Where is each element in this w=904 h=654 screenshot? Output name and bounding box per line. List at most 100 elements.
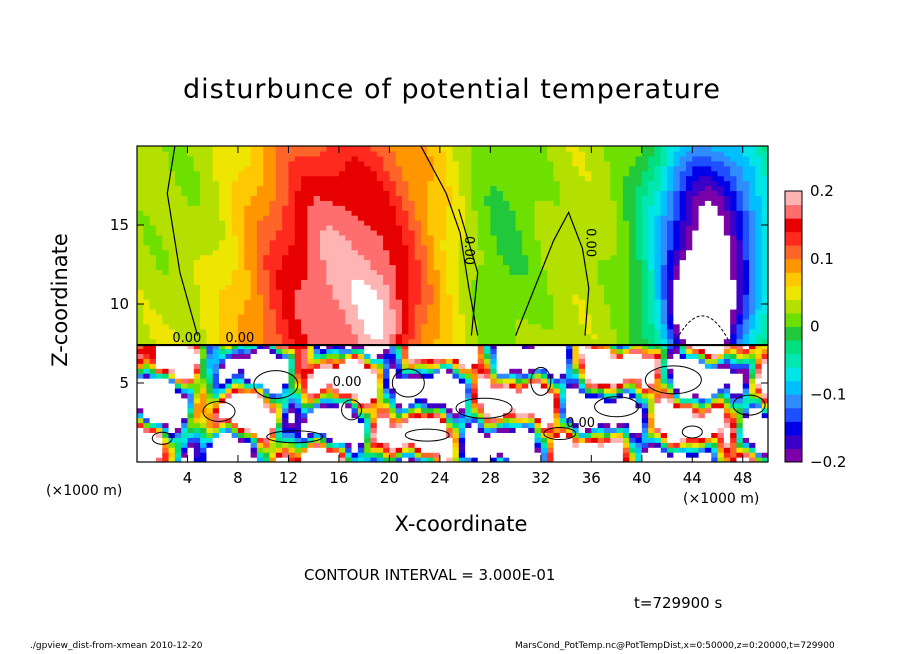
heatmap-cell bbox=[742, 368, 750, 374]
heatmap-cell bbox=[181, 239, 189, 246]
heatmap-cell bbox=[402, 269, 409, 275]
heatmap-cell bbox=[723, 220, 731, 226]
heatmap-cell bbox=[629, 323, 637, 330]
heatmap-cell bbox=[692, 358, 700, 364]
heatmap-cell bbox=[395, 274, 403, 280]
heatmap-cell bbox=[231, 254, 239, 261]
heatmap-cell bbox=[408, 318, 416, 325]
heatmap-cell bbox=[446, 225, 454, 231]
heatmap-cell bbox=[446, 407, 454, 414]
heatmap-cell bbox=[717, 284, 725, 290]
heatmap-cell bbox=[383, 318, 390, 325]
heatmap-cell bbox=[269, 378, 277, 384]
heatmap-cell bbox=[704, 387, 712, 394]
heatmap-cell bbox=[326, 383, 334, 389]
heatmap-cell bbox=[275, 239, 283, 246]
heatmap-cell bbox=[395, 333, 403, 340]
heatmap-cell bbox=[597, 215, 605, 221]
heatmap-cell bbox=[635, 378, 643, 384]
heatmap-cell bbox=[616, 368, 624, 374]
heatmap-cell bbox=[685, 304, 693, 310]
heatmap-cell bbox=[502, 407, 510, 414]
heatmap-cell bbox=[496, 289, 504, 295]
heatmap-cell bbox=[755, 284, 763, 290]
heatmap-cell bbox=[364, 358, 372, 364]
heatmap-cell bbox=[698, 407, 706, 414]
heatmap-cell bbox=[452, 378, 460, 384]
heatmap-cell bbox=[446, 392, 454, 399]
heatmap-cell bbox=[698, 323, 706, 330]
heatmap-cell bbox=[200, 427, 208, 433]
heatmap-cell bbox=[484, 383, 491, 389]
heatmap-cell bbox=[667, 412, 674, 419]
heatmap-cell bbox=[484, 239, 491, 246]
heatmap-cell bbox=[370, 432, 378, 438]
heatmap-cell bbox=[357, 417, 365, 424]
heatmap-cell bbox=[414, 442, 422, 448]
heatmap-cell bbox=[673, 215, 681, 221]
heatmap-cell bbox=[458, 333, 466, 340]
heatmap-cell bbox=[591, 239, 599, 246]
heatmap-cell bbox=[294, 225, 302, 231]
heatmap-cell bbox=[597, 338, 605, 345]
heatmap-cell bbox=[332, 225, 340, 231]
heatmap-cell bbox=[502, 378, 510, 384]
heatmap-cell bbox=[402, 220, 409, 226]
heatmap-cell bbox=[225, 304, 233, 310]
heatmap-cell bbox=[231, 378, 239, 384]
heatmap-cell bbox=[641, 269, 649, 275]
heatmap-cell bbox=[162, 304, 170, 310]
heatmap-cell bbox=[648, 274, 656, 280]
heatmap-cell bbox=[515, 397, 523, 404]
heatmap-cell bbox=[578, 343, 586, 350]
heatmap-cell bbox=[143, 308, 151, 315]
heatmap-cell bbox=[237, 378, 245, 384]
heatmap-cell bbox=[629, 427, 637, 433]
heatmap-cell bbox=[155, 304, 163, 310]
heatmap-cell bbox=[345, 427, 353, 433]
heatmap-cell bbox=[591, 338, 599, 345]
heatmap-cell bbox=[427, 284, 435, 290]
heatmap-cell bbox=[439, 387, 447, 394]
heatmap-cell bbox=[641, 259, 649, 266]
heatmap-cell bbox=[521, 432, 529, 438]
heatmap-cell bbox=[187, 229, 195, 236]
heatmap-cell bbox=[761, 378, 768, 384]
heatmap-cell bbox=[673, 259, 681, 266]
heatmap-cell bbox=[553, 259, 561, 266]
heatmap-cell bbox=[597, 274, 605, 280]
heatmap-cell bbox=[187, 338, 195, 345]
heatmap-cell bbox=[572, 333, 580, 340]
heatmap-cell bbox=[231, 323, 239, 330]
heatmap-cell bbox=[162, 368, 170, 374]
heatmap-cell bbox=[736, 244, 744, 251]
heatmap-cell bbox=[704, 299, 712, 305]
heatmap-cell bbox=[389, 417, 397, 424]
heatmap-cell bbox=[667, 225, 674, 231]
heatmap-cell bbox=[534, 284, 542, 290]
heatmap-cell bbox=[515, 318, 523, 325]
heatmap-cell bbox=[730, 264, 738, 271]
heatmap-cell bbox=[484, 368, 491, 374]
heatmap-cell bbox=[572, 294, 580, 300]
heatmap-cell bbox=[540, 343, 548, 350]
heatmap-cell bbox=[673, 417, 681, 424]
heatmap-cell bbox=[225, 259, 233, 266]
heatmap-cell bbox=[187, 447, 195, 453]
heatmap-cell bbox=[528, 254, 536, 261]
heatmap-cell bbox=[603, 229, 611, 236]
heatmap-cell bbox=[717, 308, 725, 315]
heatmap-cell bbox=[225, 225, 233, 231]
heatmap-cell bbox=[761, 338, 768, 345]
heatmap-cell bbox=[294, 244, 302, 251]
heatmap-cell bbox=[294, 279, 302, 285]
heatmap-cell bbox=[603, 387, 611, 394]
heatmap-cell bbox=[755, 259, 763, 266]
heatmap-cell bbox=[326, 259, 334, 266]
heatmap-cell bbox=[534, 422, 542, 429]
heatmap-cell bbox=[351, 373, 359, 379]
heatmap-cell bbox=[427, 383, 435, 389]
heatmap-cell bbox=[351, 387, 359, 394]
heatmap-cell bbox=[572, 304, 580, 310]
heatmap-cell bbox=[307, 452, 315, 458]
